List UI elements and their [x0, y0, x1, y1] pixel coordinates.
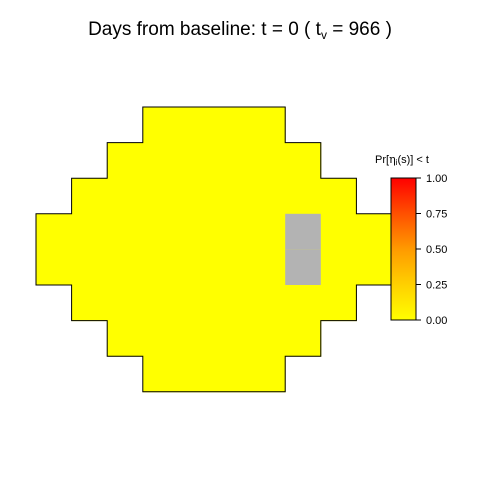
legend-title-sub: i [396, 158, 398, 167]
field-row-5 [71, 285, 357, 322]
field-cells [36, 107, 393, 393]
field-outline [35, 106, 393, 393]
field-row-1 [107, 142, 322, 179]
field-row-6 [107, 320, 322, 357]
title-mid: ( t [299, 19, 322, 40]
title-t-value: 0 [288, 19, 299, 40]
title-suffix: ) [380, 19, 392, 40]
title-subscript: v [321, 28, 327, 42]
title-prefix: Days from baseline: t = [88, 19, 288, 40]
chart-title: Days from baseline: t = 0 ( tv = 966 ) [88, 19, 392, 42]
field-row-3 [36, 213, 393, 250]
field-row-4 [36, 249, 393, 286]
legend-title-eta: η [389, 153, 396, 166]
field-row-0 [142, 107, 286, 144]
legend-tick-label-0: 0.00 [426, 315, 447, 327]
legend-title-prefix: Pr[ [375, 154, 389, 166]
title-tv-value: 966 [349, 19, 381, 40]
legend-tick-label-4: 1.00 [426, 173, 447, 185]
legend-title: Pr[ηi(s)] < t [375, 153, 429, 167]
legend-ticks: 0.00 0.25 0.50 0.75 1.00 [416, 173, 447, 327]
legend-tick-label-2: 0.50 [426, 244, 447, 256]
legend-title-suffix: (s)] < t [397, 154, 428, 166]
legend-tick-label-1: 0.25 [426, 280, 447, 292]
missing-cell-0 [285, 213, 321, 250]
field-row-2 [71, 178, 357, 215]
title-eq: = [327, 19, 349, 40]
missing-cell-1 [285, 249, 321, 285]
legend-color-bar [390, 177, 417, 321]
legend-tick-label-3: 0.75 [426, 209, 447, 221]
field-row-7 [142, 356, 286, 393]
